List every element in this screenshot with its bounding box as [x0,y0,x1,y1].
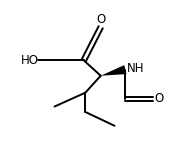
Text: NH: NH [127,62,144,75]
Text: O: O [155,92,164,105]
Text: O: O [96,13,105,26]
Polygon shape [101,65,126,76]
Text: HO: HO [21,54,39,67]
